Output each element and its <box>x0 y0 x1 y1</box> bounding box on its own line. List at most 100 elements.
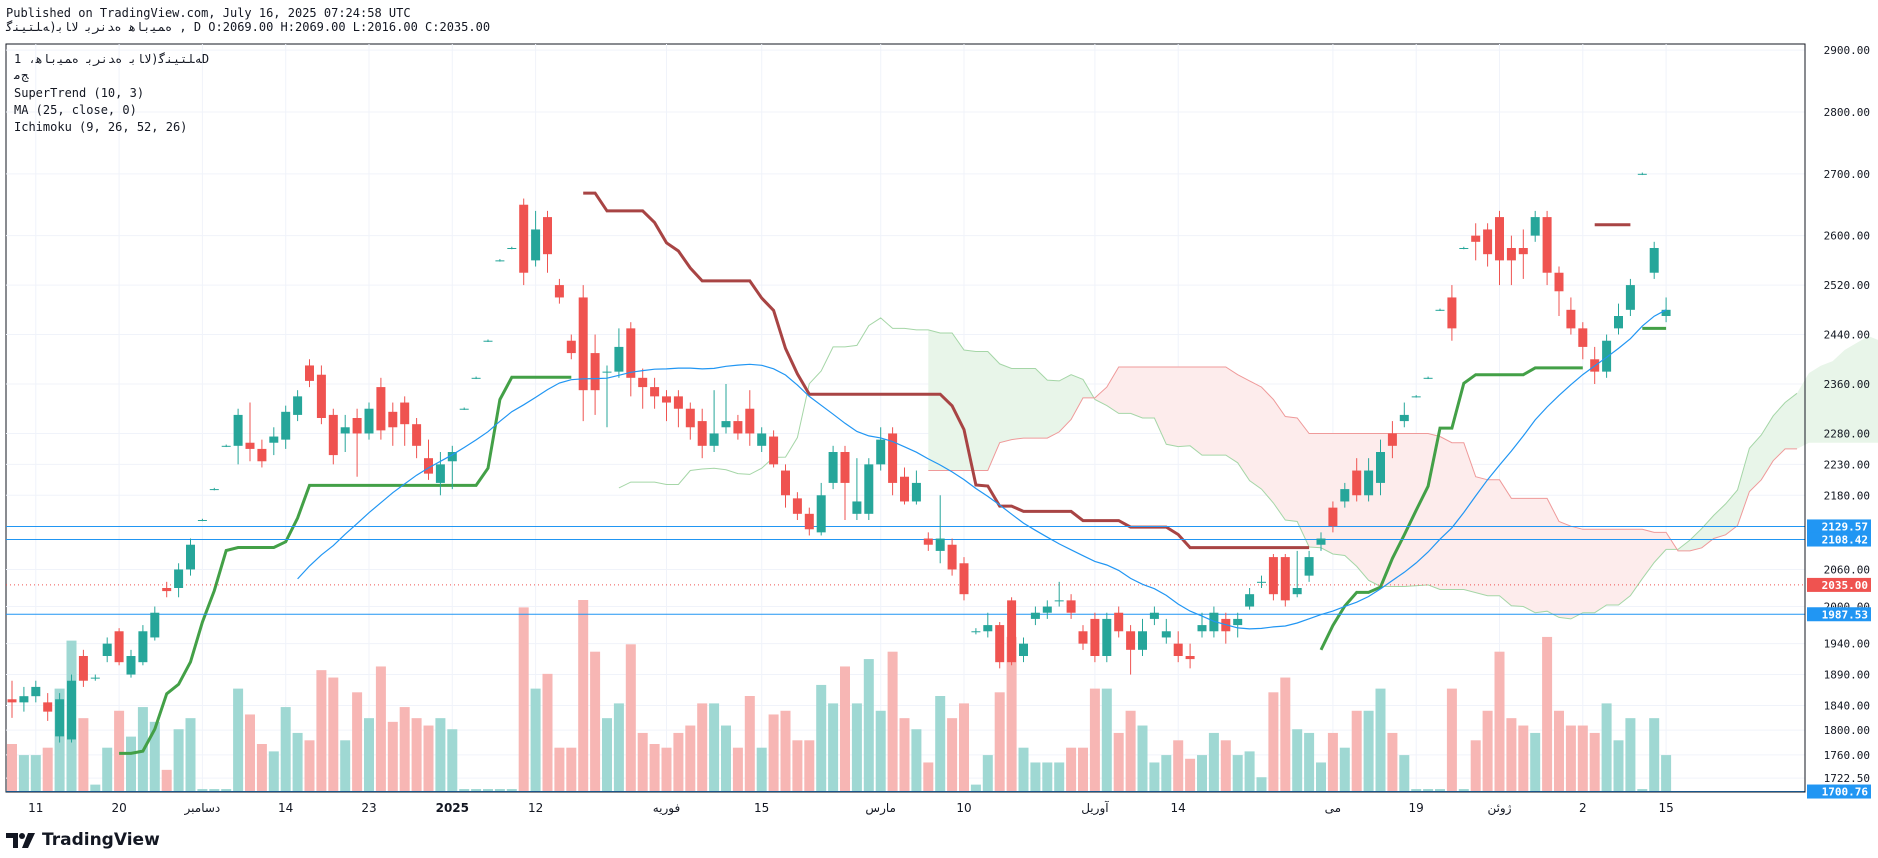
candle-body[interactable] <box>1185 656 1195 660</box>
candle-body[interactable] <box>519 204 529 273</box>
candle-body[interactable] <box>55 699 65 737</box>
candle-body[interactable] <box>864 464 874 514</box>
candle-body[interactable] <box>1114 612 1124 632</box>
candle-body[interactable] <box>447 452 457 462</box>
candle-body[interactable] <box>174 569 184 588</box>
candle-body[interactable] <box>269 436 279 443</box>
candle-body[interactable] <box>852 501 862 514</box>
candle-body[interactable] <box>31 686 41 697</box>
candle-body[interactable] <box>1078 631 1088 644</box>
candle-body[interactable] <box>1566 309 1576 329</box>
candle-body[interactable] <box>1387 433 1397 446</box>
candle-body[interactable] <box>1483 229 1493 255</box>
candle-body[interactable] <box>1280 557 1290 601</box>
candle-body[interactable] <box>816 495 826 533</box>
candle-body[interactable] <box>1102 618 1112 656</box>
candle-body[interactable] <box>769 436 779 465</box>
candle-body[interactable] <box>1197 625 1207 632</box>
candle-body[interactable] <box>150 612 160 638</box>
candle-body[interactable] <box>67 680 76 740</box>
candle-body[interactable] <box>459 408 469 410</box>
candle-body[interactable] <box>1411 396 1421 398</box>
candle-body[interactable] <box>1578 328 1588 347</box>
candle-body[interactable] <box>828 452 838 483</box>
candle-body[interactable] <box>1019 643 1028 656</box>
candle-body[interactable] <box>1007 600 1017 663</box>
candle-body[interactable] <box>495 260 505 262</box>
candle-body[interactable] <box>471 377 481 379</box>
candle-body[interactable] <box>1423 377 1433 379</box>
candle-body[interactable] <box>1340 489 1350 502</box>
candle-body[interactable] <box>1304 557 1314 576</box>
candle-body[interactable] <box>340 427 350 434</box>
candle-body[interactable] <box>1495 217 1504 261</box>
candle-body[interactable] <box>733 421 743 434</box>
candle-body[interactable] <box>1459 248 1469 249</box>
candle-body[interactable] <box>1328 507 1338 527</box>
candle-body[interactable] <box>7 699 17 703</box>
candle-body[interactable] <box>1316 538 1326 545</box>
candle-body[interactable] <box>1637 173 1647 175</box>
candle-body[interactable] <box>1649 248 1659 273</box>
candle-body[interactable] <box>566 340 576 354</box>
candle-body[interactable] <box>876 439 886 465</box>
candle-body[interactable] <box>90 677 100 679</box>
candle-body[interactable] <box>626 328 636 378</box>
legend-ma[interactable]: MA (25, close, 0) <box>14 103 137 117</box>
candle-body[interactable] <box>1066 600 1076 613</box>
candle-body[interactable] <box>757 433 767 446</box>
candle-body[interactable] <box>673 396 683 409</box>
candle-body[interactable] <box>1042 606 1052 613</box>
candle-body[interactable] <box>316 374 326 418</box>
candle-body[interactable] <box>709 433 719 446</box>
candle-body[interactable] <box>840 452 850 483</box>
candle-body[interactable] <box>19 696 29 703</box>
candle-body[interactable] <box>1126 631 1136 650</box>
candle-body[interactable] <box>388 411 398 428</box>
candle-body[interactable] <box>1257 581 1266 583</box>
candle-body[interactable] <box>1614 316 1623 329</box>
candle-body[interactable] <box>483 340 493 342</box>
candle-body[interactable] <box>1471 235 1481 242</box>
candle-body[interactable] <box>923 538 933 545</box>
candle-body[interactable] <box>543 217 552 255</box>
candle-body[interactable] <box>1399 414 1409 422</box>
candle-body[interactable] <box>911 482 921 502</box>
candle-body[interactable] <box>602 371 612 373</box>
candle-body[interactable] <box>1149 612 1159 619</box>
candle-body[interactable] <box>1352 470 1362 496</box>
candle-body[interactable] <box>995 625 1005 663</box>
candle-body[interactable] <box>1245 594 1255 607</box>
candle-body[interactable] <box>614 346 624 372</box>
candle-body[interactable] <box>293 396 303 415</box>
candle-body[interactable] <box>186 544 195 570</box>
candle-body[interactable] <box>102 643 112 656</box>
legend-ichimoku[interactable]: Ichimoku (9, 26, 52, 26) <box>14 120 188 134</box>
candle-body[interactable] <box>697 421 707 446</box>
candle-body[interactable] <box>590 353 600 391</box>
candle-body[interactable] <box>650 387 660 397</box>
candle-body[interactable] <box>1518 248 1528 255</box>
candle-body[interactable] <box>233 414 243 446</box>
candle-body[interactable] <box>126 656 136 675</box>
candle-body[interactable] <box>662 396 671 403</box>
legend-supertrend[interactable]: SuperTrend (10, 3) <box>14 86 145 100</box>
candle-body[interactable] <box>745 408 755 434</box>
candle-body[interactable] <box>1530 217 1540 236</box>
candle-body[interactable] <box>1161 631 1171 638</box>
candle-body[interactable] <box>435 464 445 483</box>
candle-body[interactable] <box>1661 309 1671 316</box>
candle-body[interactable] <box>78 656 88 681</box>
candle-body[interactable] <box>959 563 969 595</box>
candle-body[interactable] <box>197 520 207 521</box>
candle-body[interactable] <box>281 411 291 440</box>
candle-body[interactable] <box>1030 612 1040 619</box>
candle-body[interactable] <box>947 544 957 570</box>
candle-body[interactable] <box>138 631 148 663</box>
candle-body[interactable] <box>1138 631 1147 650</box>
candle-body[interactable] <box>792 498 802 514</box>
candle-body[interactable] <box>971 631 981 633</box>
candle-body[interactable] <box>1376 452 1385 483</box>
candle-body[interactable] <box>257 448 267 462</box>
candle-body[interactable] <box>781 470 790 496</box>
